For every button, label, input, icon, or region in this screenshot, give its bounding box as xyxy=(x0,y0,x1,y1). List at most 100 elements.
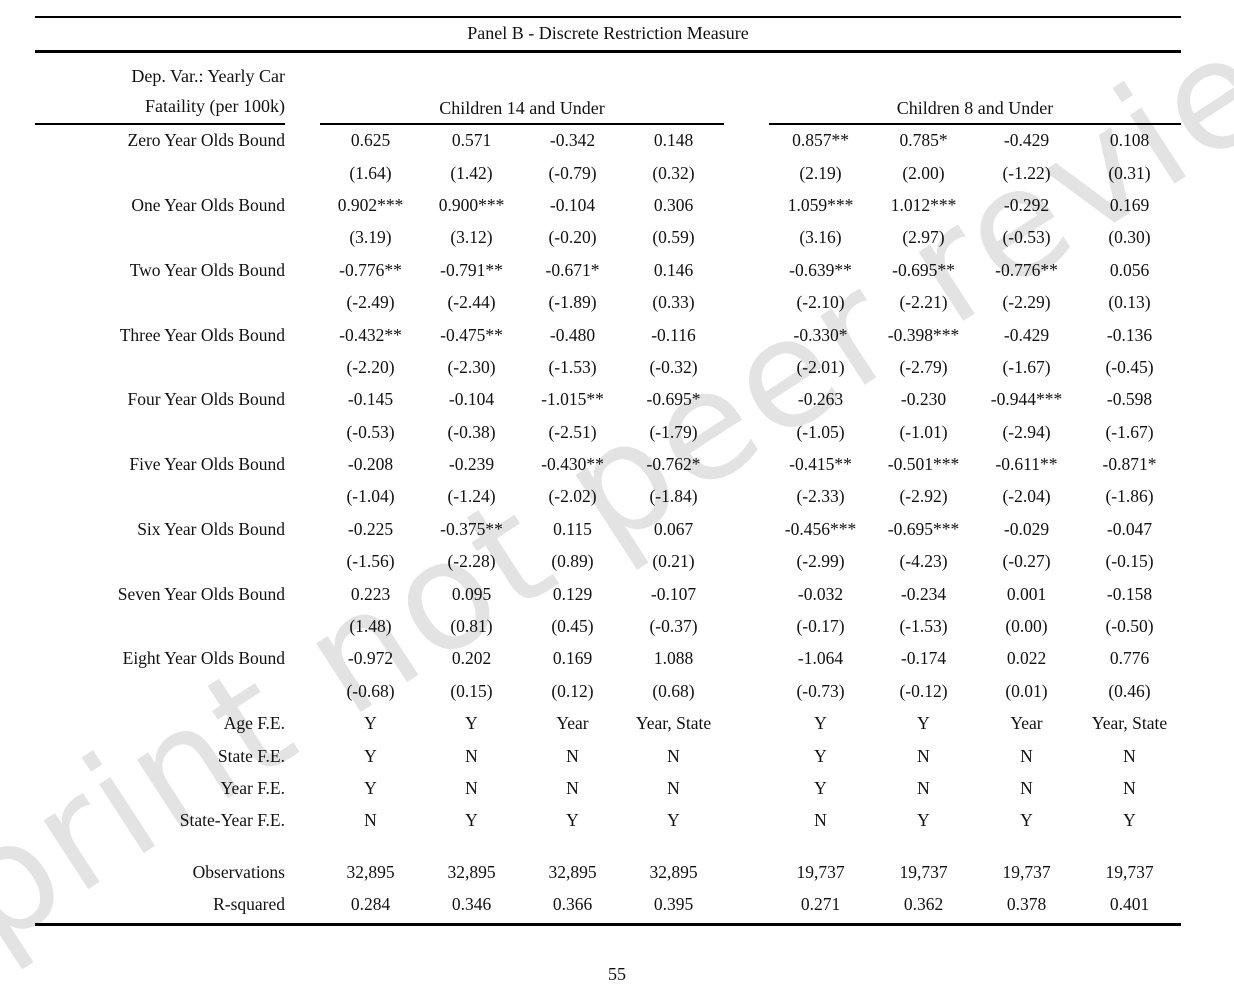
tstat-cell: (-1.79) xyxy=(649,421,698,442)
tstat-cell: (-0.38) xyxy=(447,421,496,442)
column-gap xyxy=(285,351,320,383)
table-body: Zero Year Olds Bound 0.625 0.571 -0.342 0.14… xyxy=(35,125,1181,921)
tstat-cell: (-1.89) xyxy=(548,292,597,313)
stat-cell: 32,895 xyxy=(346,861,395,882)
stat-cell: 19,737 xyxy=(796,861,845,882)
column-gap xyxy=(724,856,769,888)
column-gap xyxy=(724,546,769,578)
tstat-cell: (-0.12) xyxy=(899,680,948,701)
tstat-cell: (-1.67) xyxy=(1105,421,1154,442)
fe-cell: N xyxy=(667,745,680,766)
coef-cell: -0.972 xyxy=(347,648,394,669)
tstat-cell: (-2.10) xyxy=(796,292,845,313)
coef-cell: -0.695*** xyxy=(887,518,960,539)
fe-cell: Y xyxy=(364,778,377,798)
fe-cell: N xyxy=(1020,745,1033,766)
fe-row-label: Year F.E. xyxy=(220,778,285,798)
column-gap xyxy=(285,125,320,157)
column-gap xyxy=(285,286,320,318)
column-gap xyxy=(724,157,769,189)
stat-cell: 0.271 xyxy=(800,894,841,915)
stat-row-label: R-squared xyxy=(213,894,285,915)
fe-cell: N xyxy=(364,810,377,831)
fe-cell: Year xyxy=(556,713,589,734)
coef-cell: -0.639** xyxy=(789,259,852,280)
title-rule xyxy=(35,50,1181,53)
row-label-empty xyxy=(35,546,285,578)
row-label-empty xyxy=(35,416,285,448)
fe-cell: Y xyxy=(814,745,827,766)
coef-cell: 1.012*** xyxy=(890,194,957,215)
tstat-cell: (2.19) xyxy=(799,162,842,183)
fe-cell: Y xyxy=(465,713,478,734)
coef-cell: 0.129 xyxy=(552,583,593,604)
coef-cell: -0.136 xyxy=(1106,324,1153,345)
tstat-cell: (0.30) xyxy=(1108,227,1151,248)
tstat-cell: (3.16) xyxy=(799,227,842,248)
column-gap xyxy=(285,189,320,221)
tstat-cell: (0.13) xyxy=(1108,292,1151,313)
column-gap xyxy=(724,708,769,740)
fe-cell: N xyxy=(566,778,579,798)
column-gap xyxy=(724,351,769,383)
coef-cell: 0.223 xyxy=(350,583,391,604)
coef-cell: -0.029 xyxy=(1003,518,1050,539)
column-gap xyxy=(724,610,769,642)
coef-cell: -0.776** xyxy=(995,259,1058,280)
coef-cell: -0.432** xyxy=(339,324,402,345)
page-number: 55 xyxy=(608,964,626,984)
coef-cell: -0.047 xyxy=(1106,518,1153,539)
coef-cell: -0.695* xyxy=(646,389,701,410)
row-label: Two Year Olds Bound xyxy=(129,259,285,280)
column-gap xyxy=(285,513,320,545)
coef-cell: -0.225 xyxy=(347,518,394,539)
tstat-cell: (-2.21) xyxy=(899,292,948,313)
fe-cell: Y xyxy=(364,713,377,734)
row-label: Zero Year Olds Bound xyxy=(127,130,286,151)
tstat-cell: (3.19) xyxy=(349,227,392,248)
coef-cell: -0.239 xyxy=(448,454,495,475)
tstat-cell: (-2.92) xyxy=(899,486,948,507)
column-gap xyxy=(724,286,769,318)
coef-cell: -0.671* xyxy=(545,259,600,280)
bottom-rule xyxy=(35,922,1181,926)
tstat-cell: (0.46) xyxy=(1108,680,1151,701)
fe-cell: Y xyxy=(1020,810,1033,831)
coef-cell: -0.430** xyxy=(541,454,604,475)
row-label: Six Year Olds Bound xyxy=(137,518,285,539)
stat-row-label: Observations xyxy=(192,861,285,882)
tstat-cell: (3.12) xyxy=(450,227,493,248)
fe-cell: N xyxy=(1020,778,1033,798)
coef-cell: -0.791** xyxy=(440,259,503,280)
coef-cell: -0.104 xyxy=(448,389,495,410)
column-gap xyxy=(724,643,769,675)
tstat-cell: (-2.30) xyxy=(447,356,496,377)
row-label-empty xyxy=(35,481,285,513)
group-header-children-14: Children 14 and Under xyxy=(320,98,724,125)
tstat-cell: (0.89) xyxy=(551,551,594,572)
column-gap xyxy=(724,578,769,610)
row-label: Five Year Olds Bound xyxy=(129,454,285,475)
column-gap xyxy=(724,189,769,221)
row-label-empty xyxy=(35,351,285,383)
stat-cell: 0.346 xyxy=(451,894,492,915)
column-gap xyxy=(285,708,320,740)
fe-cell: Y xyxy=(1123,810,1136,831)
fe-row-label: State F.E. xyxy=(217,745,285,766)
dep-var-line1: Dep. Var.: Yearly Car xyxy=(131,65,285,86)
tstat-cell: (-0.37) xyxy=(649,616,698,637)
tstat-cell: (1.64) xyxy=(349,162,392,183)
tstat-cell: (-1.05) xyxy=(796,421,845,442)
tstat-cell: (-2.01) xyxy=(796,356,845,377)
fe-cell: N xyxy=(917,745,930,766)
coef-cell: -0.174 xyxy=(900,648,947,669)
tstat-cell: (-0.50) xyxy=(1105,616,1154,637)
coef-cell: 0.306 xyxy=(653,194,694,215)
tstat-cell: (0.68) xyxy=(652,680,695,701)
coef-cell: -1.015** xyxy=(541,389,604,410)
tstat-cell: (0.81) xyxy=(450,616,493,637)
column-gap xyxy=(285,740,320,772)
coef-cell: -0.611** xyxy=(995,454,1058,475)
column-gap xyxy=(724,384,769,416)
column-gap xyxy=(285,578,320,610)
